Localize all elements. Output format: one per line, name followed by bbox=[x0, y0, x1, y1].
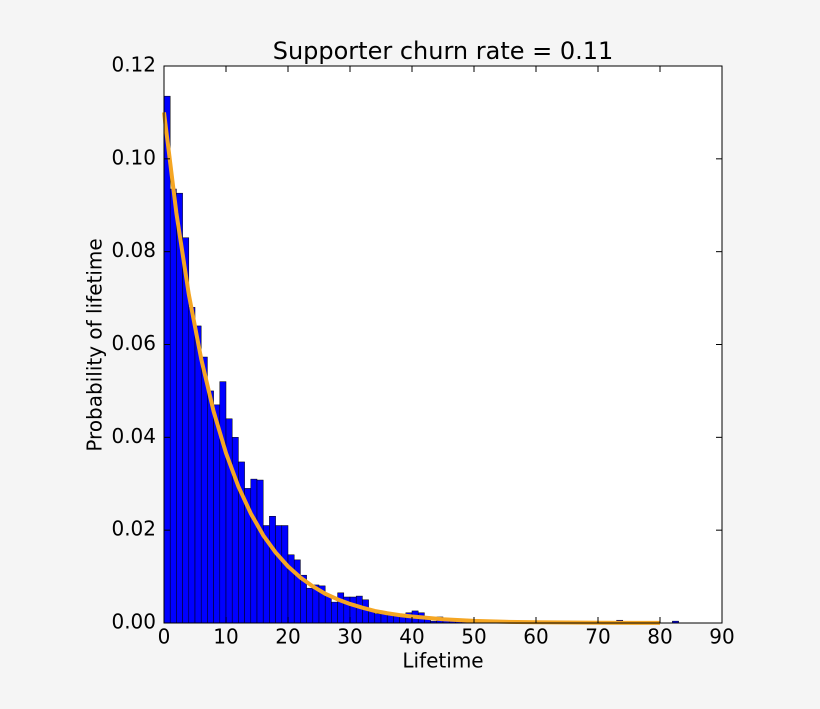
histogram-bar bbox=[324, 594, 332, 624]
histogram-bar bbox=[169, 188, 177, 624]
histogram-bar bbox=[362, 599, 369, 624]
histogram-bar bbox=[250, 478, 258, 624]
chart-title: Supporter churn rate = 0.11 bbox=[273, 37, 614, 65]
histogram-bar bbox=[256, 479, 264, 624]
x-axis-label: Lifetime bbox=[402, 649, 483, 673]
x-tick-label: 70 bbox=[585, 625, 610, 649]
histogram-bar bbox=[219, 381, 227, 624]
x-tick-label: 30 bbox=[337, 625, 362, 649]
x-tick-label: 80 bbox=[647, 625, 672, 649]
histogram-bar bbox=[281, 525, 289, 624]
y-tick-label: 0.08 bbox=[111, 238, 156, 262]
histogram-bar bbox=[349, 596, 357, 624]
x-tick-label: 60 bbox=[523, 625, 548, 649]
y-tick-label: 0.00 bbox=[111, 610, 156, 634]
fit-curve bbox=[162, 112, 661, 625]
x-tick-label: 10 bbox=[213, 625, 238, 649]
histogram-bar bbox=[194, 325, 202, 624]
histogram-bar bbox=[231, 437, 239, 624]
y-tick-label: 0.10 bbox=[111, 145, 156, 169]
y-tick-label: 0.06 bbox=[111, 331, 156, 355]
histogram-bar bbox=[306, 587, 314, 624]
histogram-bar bbox=[207, 390, 214, 624]
histogram-bar bbox=[163, 95, 171, 624]
histogram-bar bbox=[269, 515, 276, 624]
histogram-bar bbox=[374, 613, 382, 624]
x-tick-label: 90 bbox=[709, 625, 734, 649]
y-tick-label: 0.04 bbox=[111, 424, 156, 448]
x-tick-label: 40 bbox=[399, 625, 424, 649]
histogram-bar bbox=[337, 592, 345, 624]
y-tick-label: 0.02 bbox=[111, 517, 156, 541]
y-tick-label: 0.12 bbox=[111, 53, 156, 77]
histogram-bar bbox=[355, 595, 363, 624]
histogram-bar bbox=[188, 307, 196, 624]
histogram-bar bbox=[331, 601, 338, 624]
histogram-bar bbox=[275, 525, 283, 624]
histogram-bar bbox=[200, 356, 208, 624]
x-tick-label: 0 bbox=[158, 625, 171, 649]
histogram-bar bbox=[213, 404, 221, 624]
x-tick-label: 20 bbox=[275, 625, 300, 649]
y-axis-label: Probability of lifetime bbox=[83, 238, 107, 451]
histogram-bar bbox=[293, 559, 301, 624]
x-tick-label: 50 bbox=[461, 625, 486, 649]
